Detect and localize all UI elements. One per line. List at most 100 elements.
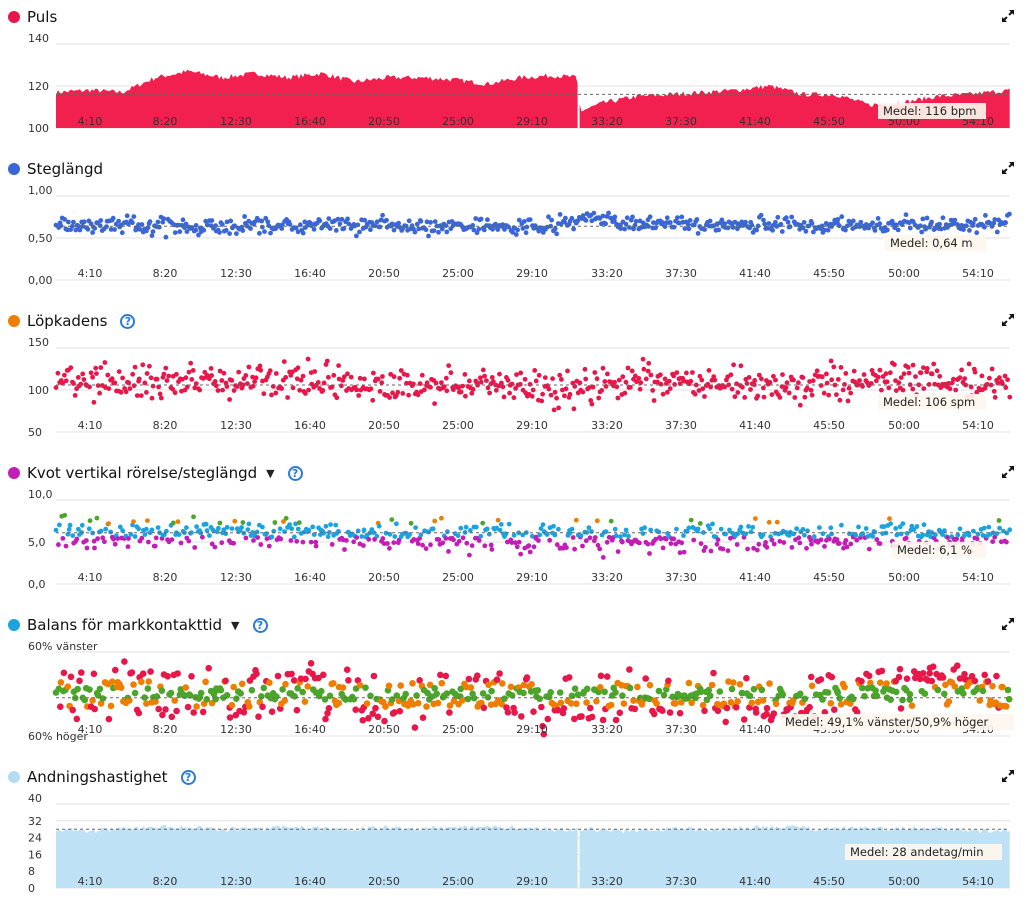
data-point bbox=[501, 394, 507, 400]
data-point bbox=[228, 701, 236, 709]
data-point bbox=[716, 227, 722, 233]
data-point bbox=[149, 233, 155, 238]
data-point bbox=[527, 549, 533, 555]
data-point bbox=[567, 391, 573, 397]
y-tick-label: 40 bbox=[28, 792, 42, 805]
data-point bbox=[845, 223, 850, 229]
data-point bbox=[252, 379, 257, 384]
x-tick-label: 16:40 bbox=[294, 267, 326, 280]
x-tick-label: 45:50 bbox=[813, 419, 845, 432]
data-point bbox=[884, 227, 890, 233]
data-point bbox=[289, 526, 295, 532]
expand-icon[interactable] bbox=[1000, 616, 1016, 632]
data-point bbox=[112, 380, 118, 386]
data-point bbox=[775, 214, 781, 220]
expand-icon[interactable] bbox=[1000, 768, 1016, 784]
data-point bbox=[586, 525, 592, 531]
data-point bbox=[785, 219, 791, 225]
data-point bbox=[942, 681, 949, 689]
expand-icon[interactable] bbox=[1000, 464, 1016, 480]
data-point bbox=[109, 376, 115, 382]
data-point bbox=[929, 371, 935, 377]
data-point bbox=[188, 673, 195, 680]
plot-area: 10,0 5,0 0,0 4:10 8:20 12:30 16:40 20:50 25:00 29… bbox=[28, 488, 1013, 591]
data-point bbox=[234, 231, 239, 236]
data-point bbox=[182, 684, 189, 691]
data-point bbox=[443, 690, 451, 697]
help-icon[interactable]: ? bbox=[120, 313, 136, 329]
chart-panel-balans: Balans för markkontakttid ▼? 60% vänster 60… bbox=[0, 608, 1026, 760]
data-point bbox=[98, 218, 104, 223]
chart-header[interactable]: Kvot vertikal rörelse/steglängd ▼? bbox=[8, 462, 303, 484]
data-point bbox=[69, 706, 76, 714]
data-point bbox=[557, 372, 563, 378]
data-point bbox=[685, 679, 693, 687]
data-point bbox=[499, 680, 506, 687]
dropdown-caret-icon[interactable]: ▼ bbox=[266, 466, 275, 480]
data-point bbox=[982, 224, 987, 230]
data-point bbox=[512, 540, 518, 545]
data-point bbox=[945, 698, 953, 705]
mean-label: Medel: 116 bpm bbox=[883, 104, 977, 118]
data-point bbox=[600, 365, 606, 371]
data-point bbox=[215, 388, 221, 393]
expand-icon[interactable] bbox=[1000, 160, 1016, 176]
y-tick-label: 0 bbox=[28, 882, 35, 895]
data-point bbox=[263, 215, 269, 221]
data-point bbox=[192, 385, 198, 391]
data-point bbox=[473, 524, 479, 530]
data-point bbox=[321, 530, 327, 536]
help-icon[interactable]: ? bbox=[252, 617, 268, 633]
data-point bbox=[957, 526, 963, 532]
data-point bbox=[227, 397, 233, 402]
data-point bbox=[523, 674, 531, 681]
data-point bbox=[732, 394, 738, 400]
chart-header[interactable]: Balans för markkontakttid ▼? bbox=[8, 614, 268, 636]
help-icon[interactable]: ? bbox=[287, 465, 303, 481]
expand-icon[interactable] bbox=[1000, 8, 1016, 24]
chart-title: Kvot vertikal rörelse/steglängd bbox=[27, 464, 258, 482]
data-point bbox=[625, 365, 631, 371]
data-point bbox=[343, 666, 351, 673]
data-point bbox=[73, 715, 81, 723]
data-point bbox=[294, 685, 302, 692]
data-point bbox=[166, 373, 172, 379]
data-point bbox=[268, 708, 276, 715]
dropdown-caret-icon[interactable]: ▼ bbox=[231, 618, 240, 632]
chart-title: Andningshastighet bbox=[27, 768, 168, 786]
data-point bbox=[1007, 394, 1013, 400]
data-point bbox=[312, 369, 318, 374]
expand-icon[interactable] bbox=[1000, 312, 1016, 328]
data-point bbox=[940, 215, 946, 221]
data-point bbox=[335, 699, 343, 707]
data-point bbox=[458, 389, 464, 395]
data-point bbox=[438, 679, 446, 687]
data-point bbox=[783, 215, 789, 221]
x-tick-label: 33:20 bbox=[591, 267, 623, 280]
data-point bbox=[616, 377, 622, 383]
data-point bbox=[361, 543, 366, 548]
data-point bbox=[145, 678, 152, 685]
data-point bbox=[57, 703, 64, 710]
data-point bbox=[567, 700, 575, 707]
data-point bbox=[771, 373, 776, 379]
data-point bbox=[323, 523, 329, 529]
x-tick-label: 25:00 bbox=[442, 419, 474, 432]
data-point bbox=[126, 536, 131, 541]
data-point bbox=[527, 217, 533, 222]
data-point bbox=[888, 521, 893, 527]
x-tick-label: 20:50 bbox=[368, 875, 400, 888]
data-point bbox=[731, 362, 736, 368]
data-point bbox=[538, 703, 545, 711]
data-point bbox=[444, 388, 450, 394]
x-tick-label: 4:10 bbox=[78, 115, 103, 128]
x-tick-label: 8:20 bbox=[153, 419, 178, 432]
data-point bbox=[273, 693, 280, 700]
x-tick-label: 54:10 bbox=[962, 419, 994, 432]
data-point bbox=[840, 387, 846, 393]
data-point bbox=[698, 541, 704, 546]
data-point bbox=[341, 374, 347, 380]
data-point bbox=[213, 383, 219, 389]
data-point bbox=[293, 706, 301, 714]
help-icon[interactable]: ? bbox=[180, 769, 196, 785]
